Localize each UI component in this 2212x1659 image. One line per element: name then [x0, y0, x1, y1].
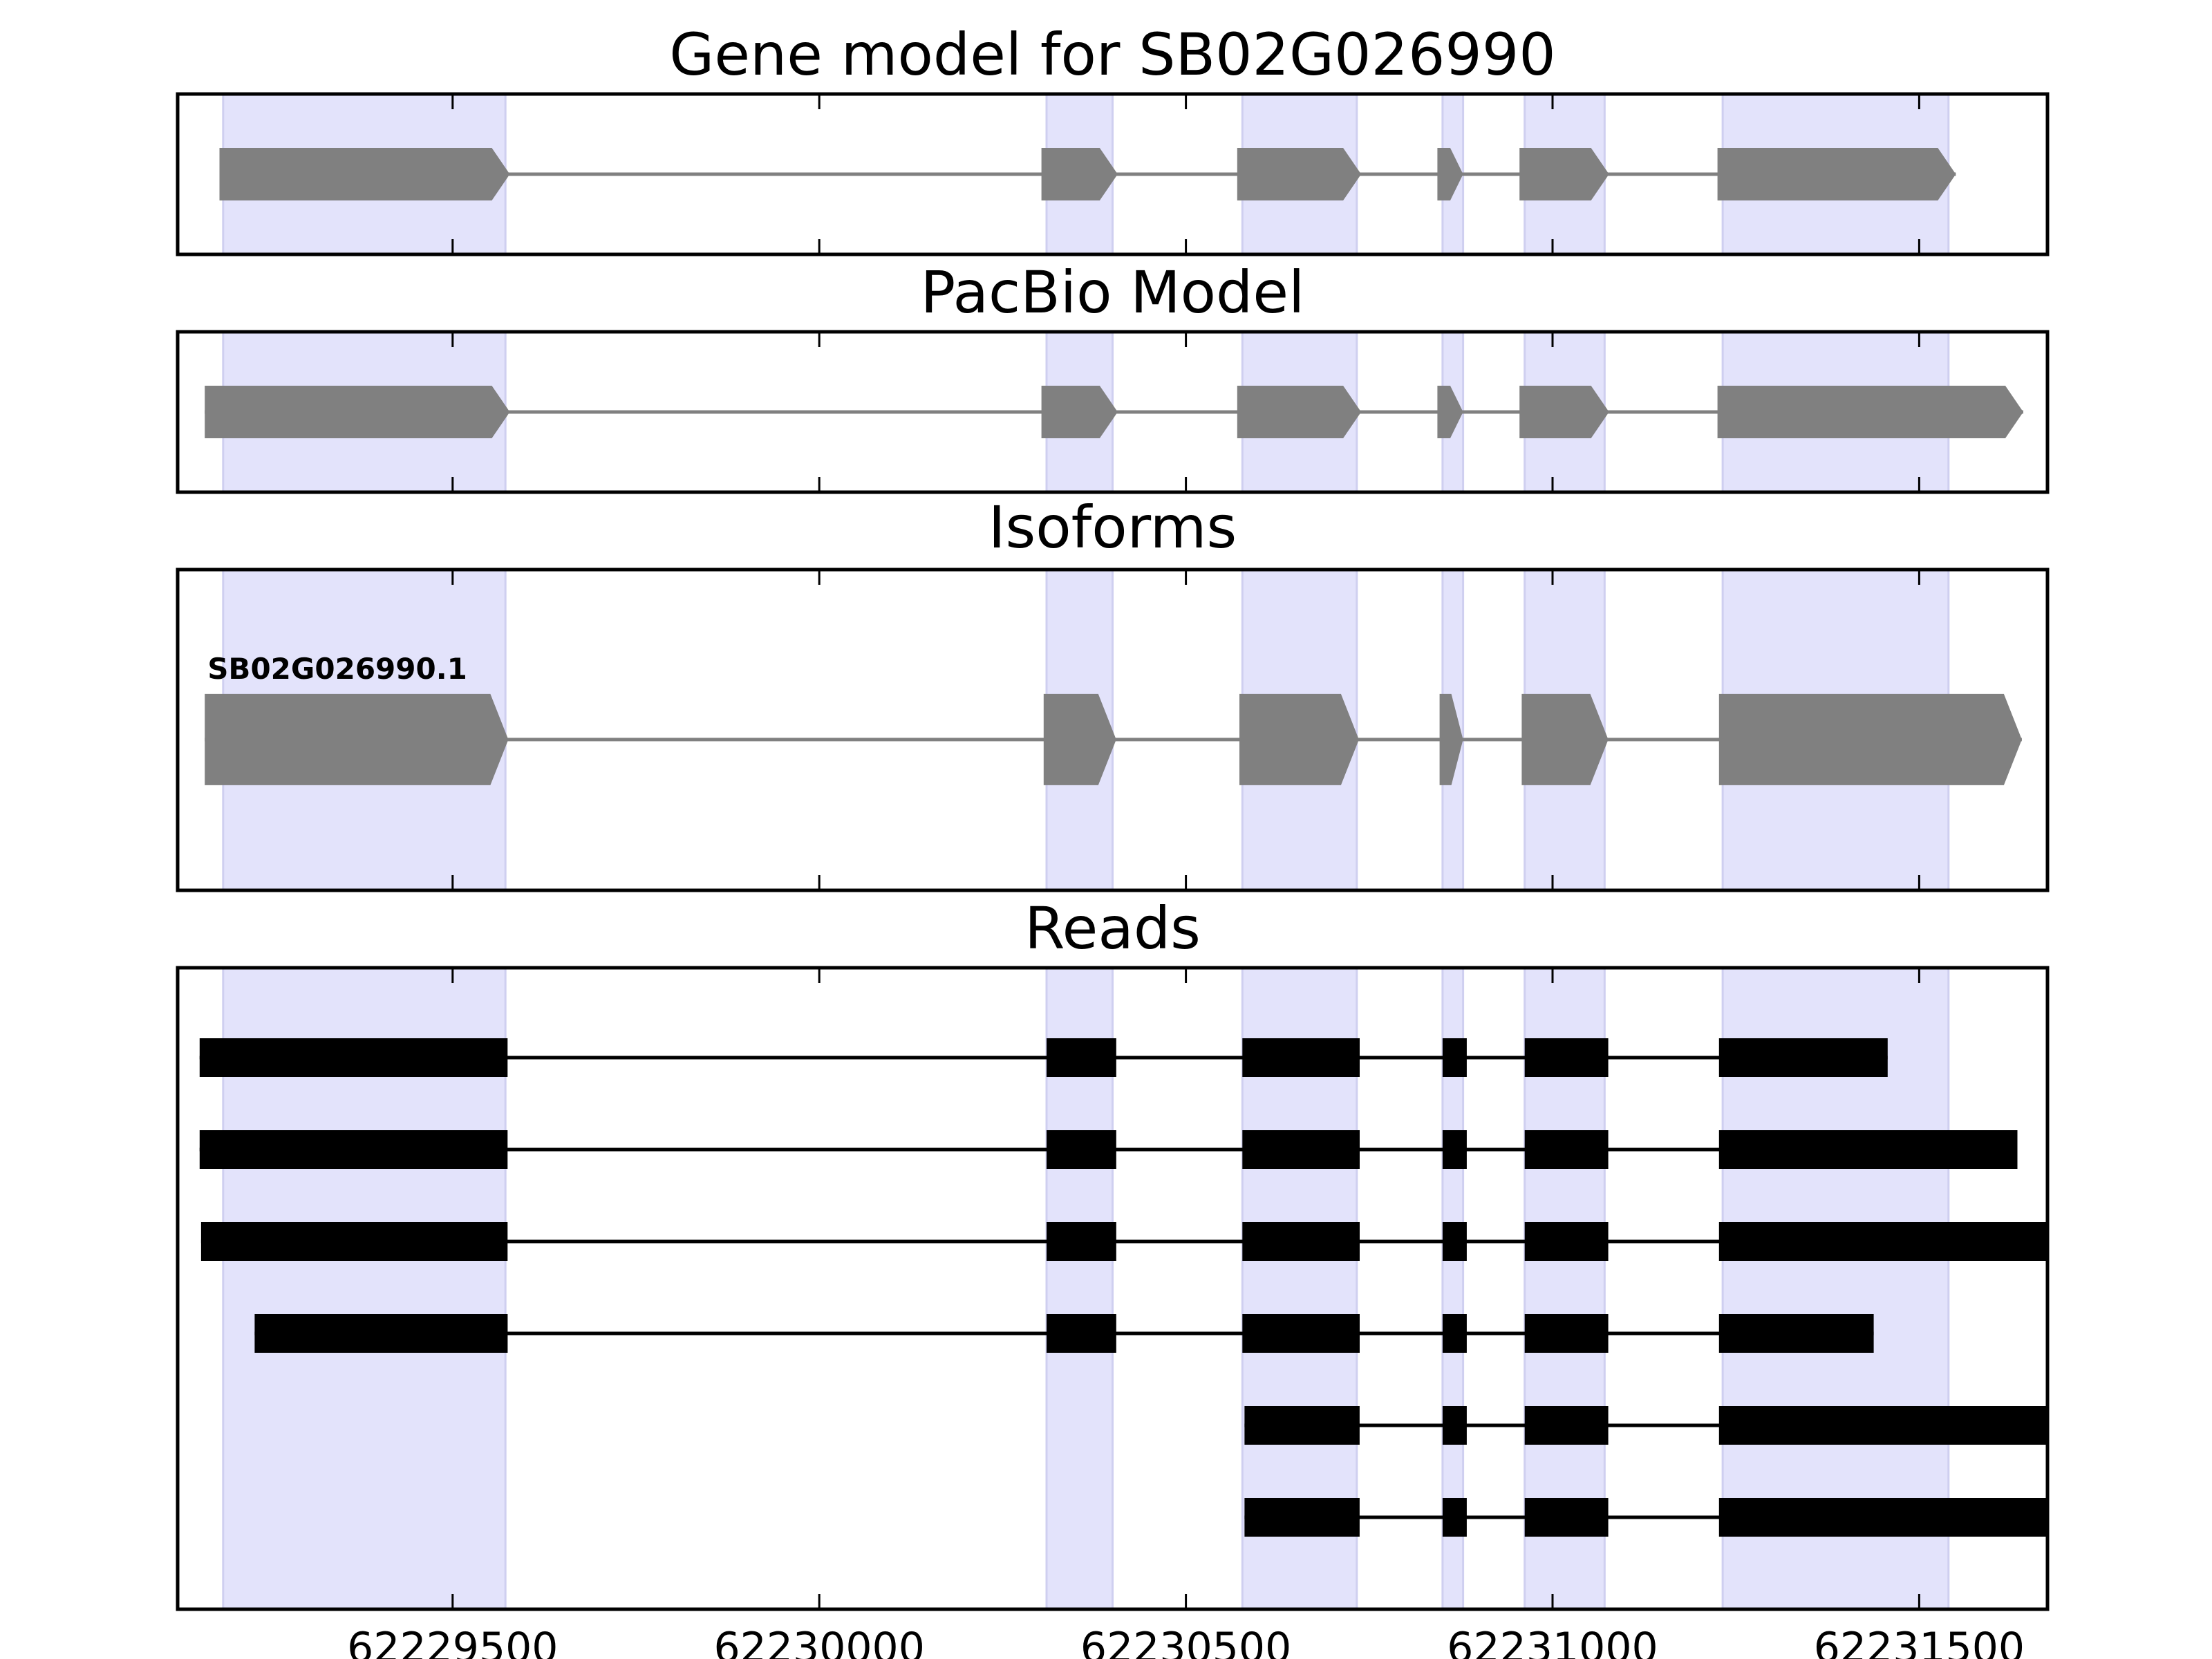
read-block: [1524, 1406, 1609, 1445]
exon-arrow: [1237, 386, 1362, 438]
panel-frame: [176, 966, 2050, 1611]
read: [199, 1038, 1888, 1077]
panel-4: Reads 62229500 62230000 62230500 62231000 622…: [176, 894, 2050, 1659]
exon-arrow: [1519, 386, 1609, 438]
read-block: [1244, 1406, 1360, 1445]
read-block: [1718, 1038, 1888, 1077]
panel-title: PacBio Model: [921, 259, 1305, 326]
read: [1244, 1498, 2047, 1537]
panel-title: Reads: [1024, 894, 1201, 962]
read-block: [1242, 1130, 1360, 1169]
read-block: [1047, 1314, 1116, 1353]
isoform-label: SB02G026990.1: [207, 652, 467, 686]
read-block: [1524, 1498, 1609, 1537]
read-block: [1524, 1038, 1609, 1077]
read: [199, 1130, 2018, 1169]
read-block: [1524, 1130, 1609, 1169]
read-block: [1718, 1130, 2018, 1169]
read-block: [199, 1130, 508, 1169]
x-tick-label: 62229500: [347, 1624, 558, 1659]
read-block: [200, 1222, 508, 1261]
x-tick-label: 62231000: [1447, 1624, 1658, 1659]
read-block: [1718, 1406, 2047, 1445]
read-block: [1718, 1314, 1874, 1353]
panel-3: SB02G026990.1 Isoforms: [176, 494, 2050, 892]
panel-4-plot-area: [199, 968, 2047, 1609]
exon-arrow: [1519, 148, 1609, 200]
read-block: [1524, 1222, 1609, 1261]
read-block: [1047, 1130, 1116, 1169]
exon-arrow: [1439, 693, 1463, 785]
read-block: [1524, 1314, 1609, 1353]
read-block: [1442, 1498, 1467, 1537]
read-block: [1718, 1222, 2047, 1261]
gene-model: [205, 386, 2023, 438]
panel-2-plot-area: [205, 332, 2023, 492]
read-block: [199, 1038, 508, 1077]
panel-title: Isoforms: [988, 494, 1237, 561]
x-tick-label: 62231500: [1814, 1624, 2025, 1659]
read-block: [1242, 1314, 1360, 1353]
read-block: [1442, 1314, 1467, 1353]
read-block: [1442, 1222, 1467, 1261]
exon-arrow: [1718, 693, 2022, 785]
exon-arrow: [1521, 693, 1609, 785]
read: [200, 1222, 2047, 1261]
read-block: [1047, 1038, 1116, 1077]
exon-arrow: [219, 148, 510, 200]
panel-2: PacBio Model: [176, 259, 2050, 494]
read-block: [1442, 1038, 1467, 1077]
exon-arrow: [1437, 148, 1463, 200]
panel-title: Gene model for SB02G026990: [669, 21, 1555, 88]
exon-arrow: [1437, 386, 1463, 438]
exon-arrow: [1717, 386, 2023, 438]
panels-layer: Gene model for SB02G026990 PacBio Model SB…: [176, 21, 2050, 1659]
panel-frame: [176, 330, 2050, 494]
x-tick-label: 62230000: [714, 1624, 925, 1659]
panel-3-plot-area: SB02G026990.1: [205, 570, 2022, 890]
read-block: [1442, 1406, 1467, 1445]
exon-arrow: [1041, 386, 1118, 438]
exon-arrow: [1237, 148, 1362, 200]
read-block: [1244, 1498, 1360, 1537]
read: [1244, 1406, 2047, 1445]
panel-frame: [176, 568, 2050, 892]
read-block: [254, 1314, 508, 1353]
read-block: [1718, 1498, 2047, 1537]
read: [254, 1314, 1874, 1353]
panel-1-plot-area: [219, 94, 1956, 254]
exon-arrow: [1043, 693, 1116, 785]
read-block: [1442, 1130, 1467, 1169]
exon-arrow: [205, 386, 510, 438]
exon-arrow: [1041, 148, 1118, 200]
exon-arrow: [205, 693, 509, 785]
read-block: [1242, 1038, 1360, 1077]
gene-model: SB02G026990.1: [205, 652, 2022, 785]
read-block: [1047, 1222, 1116, 1261]
exon-arrow: [1239, 693, 1359, 785]
panel-1: Gene model for SB02G026990: [176, 21, 2050, 256]
read-block: [1242, 1222, 1360, 1261]
exon-arrow: [1717, 148, 1956, 200]
x-tick-label: 62230500: [1080, 1624, 1291, 1659]
gene-model: [219, 148, 1956, 200]
panel-frame: [176, 92, 2050, 256]
